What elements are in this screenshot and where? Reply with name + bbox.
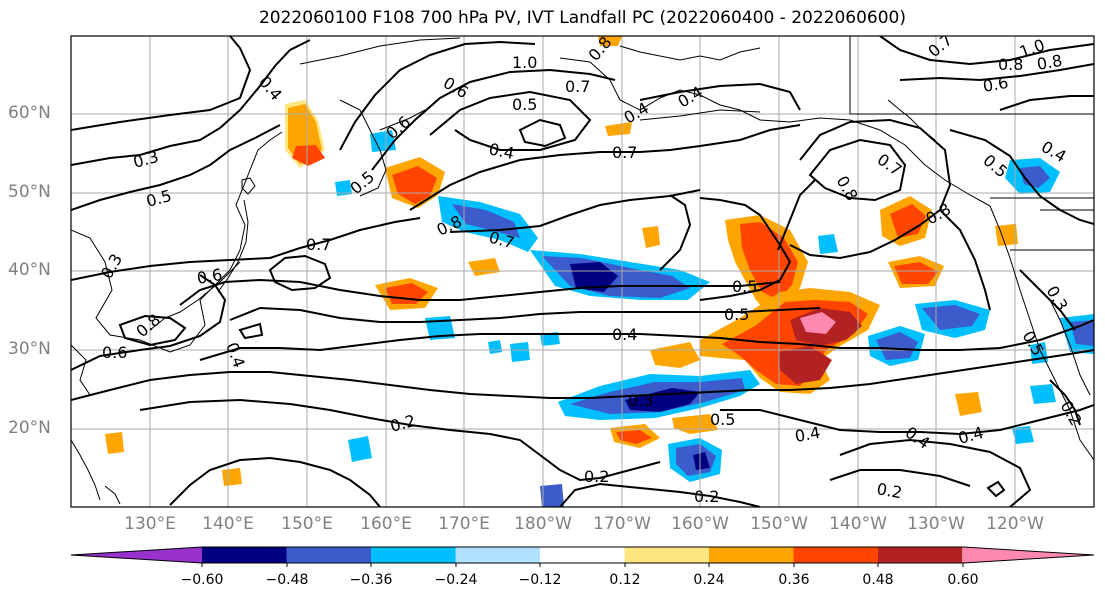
- colorbar-segment: [202, 547, 287, 563]
- contour-label: 0.2: [875, 479, 903, 502]
- contour-label: 0.8: [1035, 51, 1063, 74]
- colorbar-tick-label: 0.24: [693, 572, 725, 588]
- contour-label: 0.4: [612, 325, 637, 344]
- lat-label-20n: 20°N: [8, 418, 51, 438]
- contour-label: 0.5: [710, 410, 735, 429]
- lon-label: 140°E: [202, 514, 254, 534]
- contour-label: 0.2: [694, 487, 719, 506]
- lon-label: 130°E: [124, 514, 176, 534]
- negative-anomaly-shading: [335, 130, 1094, 507]
- lon-label: 130°W: [907, 514, 965, 534]
- contour-label: 0.4: [487, 139, 516, 163]
- lat-label-60n: 60°N: [8, 103, 51, 123]
- contour-label: 0.8: [998, 55, 1023, 74]
- contour-label: 0.6: [195, 265, 223, 288]
- contour-label: 0.4: [793, 423, 821, 446]
- lon-label: 150°E: [281, 514, 333, 534]
- colorbar-segment: [709, 547, 794, 563]
- colorbar-segment: [286, 547, 371, 563]
- colorbar-tick-label: −0.36: [349, 572, 393, 588]
- colorbar-tick-label: 0.12: [609, 572, 641, 588]
- contour-label: 0.7: [612, 143, 637, 162]
- colorbar-tick-label: −0.60: [180, 572, 224, 588]
- colorbar-tick-label: −0.24: [434, 572, 478, 588]
- lon-label: 170°W: [593, 514, 651, 534]
- colorbar-tick-label: −0.12: [518, 572, 562, 588]
- colorbar-segment: [963, 547, 1094, 563]
- lon-label: 120°W: [986, 514, 1044, 534]
- contour-label: 1.0: [512, 53, 537, 72]
- colorbar-segment: [371, 547, 456, 563]
- lon-label: 170°E: [438, 514, 490, 534]
- lat-label-50n: 50°N: [8, 182, 51, 202]
- colorbar-segment: [793, 547, 878, 563]
- contour-label: 0.6: [102, 343, 127, 362]
- colorbar-tick-label: 0.36: [778, 572, 810, 588]
- colorbar-segment: [71, 547, 202, 563]
- contour-label: 0.6: [981, 73, 1009, 96]
- lon-label: 180°W: [514, 514, 572, 534]
- lon-label: 160°W: [671, 514, 729, 534]
- lon-label: 150°W: [750, 514, 808, 534]
- lon-label: 140°W: [829, 514, 887, 534]
- pv-contours: [71, 36, 1094, 507]
- lat-label-40n: 40°N: [8, 260, 51, 280]
- colorbar-segment: [540, 547, 625, 563]
- lon-label: 160°E: [360, 514, 412, 534]
- contour-label: 0.5: [732, 277, 757, 296]
- contour-label: 0.7: [306, 235, 331, 254]
- colorbar: [70, 546, 1095, 567]
- positive-anomaly-shading: [105, 36, 1018, 486]
- colorbar-tick-label: 0.48: [862, 572, 894, 588]
- contour-label: 0.7: [565, 77, 590, 96]
- lat-label-30n: 30°N: [8, 339, 51, 359]
- colorbar-segment: [878, 547, 963, 563]
- colorbar-segment: [455, 547, 540, 563]
- contour-label: 0.5: [512, 95, 537, 114]
- contour-label: 0.5: [724, 305, 749, 324]
- map-frame: [70, 35, 1095, 508]
- colorbar-tick-label: 0.60: [947, 572, 979, 588]
- colorbar-tick-label: −0.48: [265, 572, 309, 588]
- map-title: 2022060100 F108 700 hPa PV, IVT Landfall…: [258, 8, 906, 28]
- contour-label: 0.3: [628, 391, 653, 410]
- contour-label: 0.2: [584, 467, 609, 486]
- colorbar-segment: [624, 547, 709, 563]
